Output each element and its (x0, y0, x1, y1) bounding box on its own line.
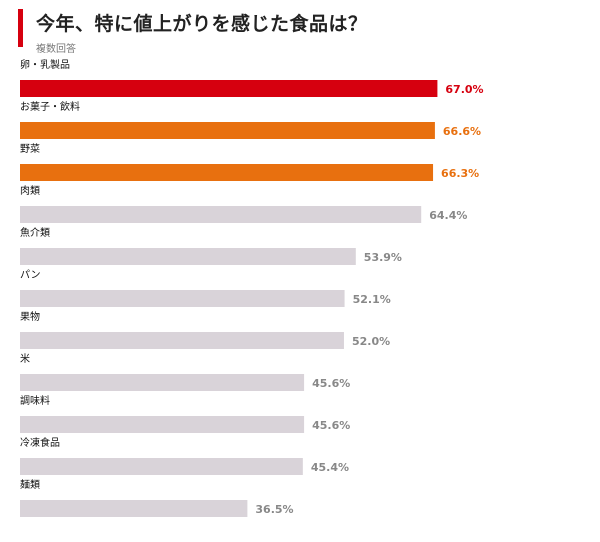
value-label: 52.1% (353, 293, 391, 306)
bar (20, 206, 422, 223)
bar (20, 248, 356, 265)
title-accent-bar (18, 9, 23, 47)
category-label: 果物 (20, 310, 40, 323)
category-label: 魚介類 (20, 226, 50, 239)
value-label: 67.0% (445, 83, 483, 96)
bar (20, 332, 344, 349)
bar (20, 122, 435, 139)
category-label: 肉類 (20, 184, 40, 197)
category-label: パン (20, 269, 41, 281)
chart-subtitle: 複数回答 (36, 44, 76, 55)
bar (20, 416, 305, 433)
value-label: 66.3% (441, 167, 479, 180)
category-label: 野菜 (20, 143, 40, 155)
value-label: 66.6% (443, 125, 481, 138)
value-label: 53.9% (364, 251, 402, 264)
category-label: お菓子・飲料 (20, 100, 80, 113)
category-label: 米 (20, 352, 30, 365)
bar (20, 500, 248, 517)
value-label: 45.4% (311, 461, 349, 474)
category-label: 卵・乳製品 (20, 58, 70, 71)
category-label: 冷凍食品 (20, 436, 60, 449)
bar (20, 374, 305, 391)
value-label: 52.0% (352, 335, 390, 348)
bar (20, 458, 303, 475)
value-label: 36.5% (255, 503, 293, 516)
bar (20, 290, 345, 307)
value-label: 64.4% (429, 209, 467, 222)
category-label: 調味料 (20, 394, 50, 407)
value-label: 45.6% (312, 419, 350, 432)
category-label: 麺類 (20, 478, 40, 491)
chart-title: 今年、特に値上がりを感じた食品は？ (36, 13, 368, 35)
bar (20, 80, 438, 97)
bar (20, 164, 434, 181)
value-label: 45.6% (312, 377, 350, 390)
